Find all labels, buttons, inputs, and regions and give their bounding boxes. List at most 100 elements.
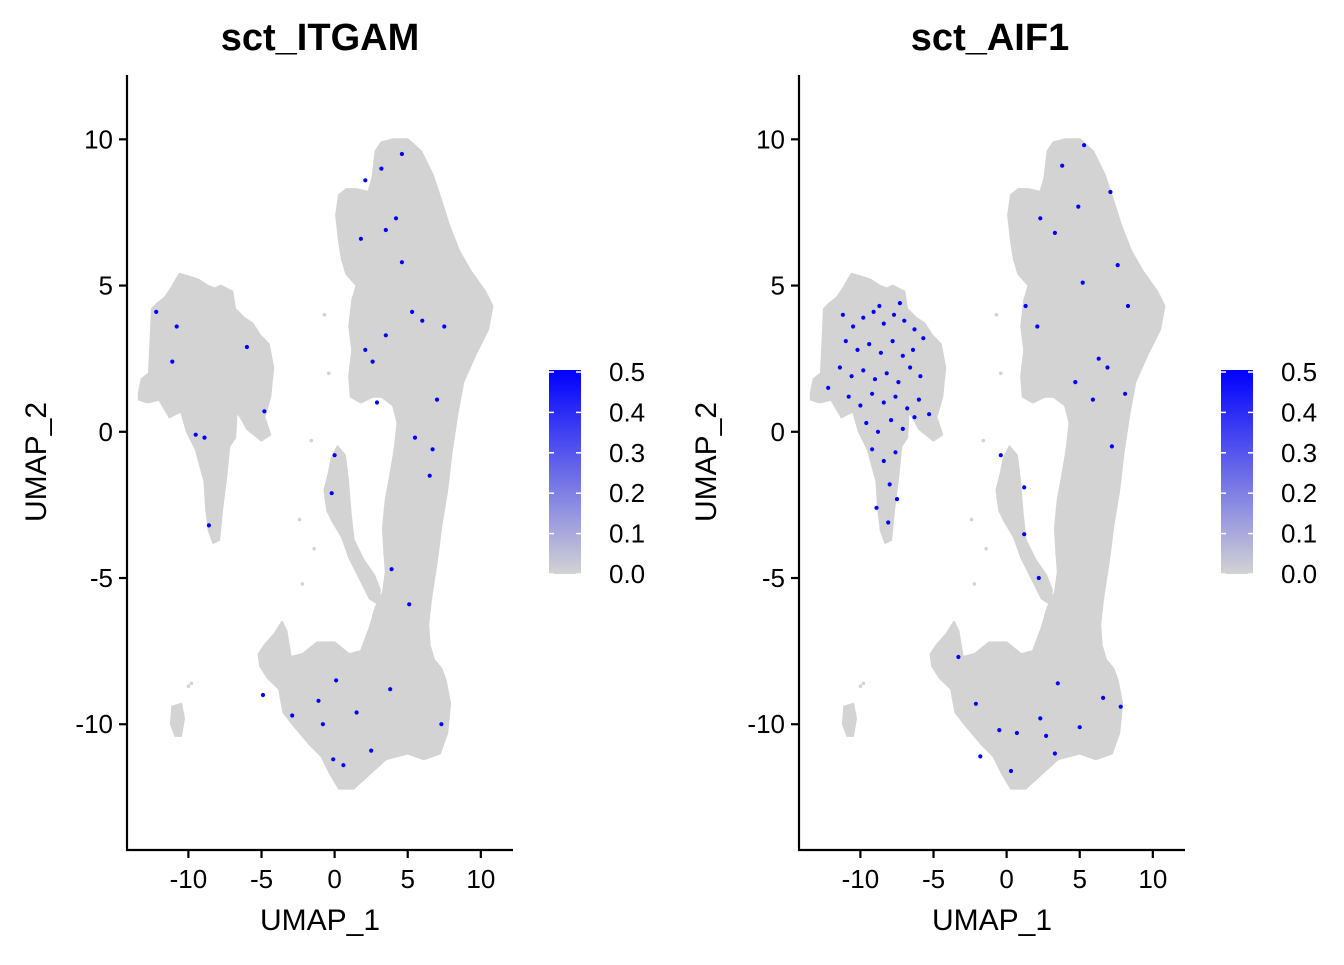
x-axis-label: UMAP_1	[932, 904, 1052, 937]
expressing-cell	[921, 336, 926, 341]
expressing-cell	[849, 374, 854, 379]
expressing-cell	[861, 315, 866, 320]
expressing-cell	[1014, 730, 1020, 736]
expressing-cell	[439, 722, 444, 727]
x-tick-label: 5	[1072, 864, 1086, 894]
legend-tick-label: 0.2	[1281, 478, 1317, 508]
expressing-cell	[316, 698, 321, 703]
stray-cell	[969, 517, 974, 522]
expressing-cell	[1038, 716, 1043, 721]
expressing-cell	[905, 406, 910, 411]
stray-cell	[861, 681, 866, 686]
y-tick-label: 0	[771, 417, 785, 447]
stray-cell	[300, 582, 305, 586]
legend-tick-label: 0.5	[1281, 357, 1317, 387]
expressing-cell	[891, 312, 897, 317]
expressing-cell	[393, 216, 399, 221]
stray-cell	[309, 438, 314, 443]
cluster-right	[257, 138, 494, 790]
y-axis-label: UMAP_2	[20, 402, 53, 522]
expressing-cell	[1022, 485, 1027, 490]
expressing-cell	[206, 523, 211, 528]
x-tick-label: 5	[400, 864, 414, 894]
color-legend: 0.5 0.4 0.3 0.2 0.1 0.0	[1221, 357, 1317, 589]
x-tick-label: -10	[170, 864, 208, 894]
legend-ticks: 0.5 0.4 0.3 0.2 0.1 0.0	[549, 357, 645, 589]
expressing-cell	[1052, 751, 1057, 756]
expressing-cell	[927, 412, 932, 417]
expressing-cell	[1055, 681, 1060, 686]
legend-tick-label: 0.4	[609, 397, 645, 427]
y-tick-label: -10	[75, 709, 113, 739]
expressing-cell	[897, 301, 903, 306]
expressing-cell	[193, 432, 198, 437]
expressing-cell	[1044, 733, 1049, 739]
expressing-cell	[1036, 575, 1041, 581]
expressing-cell	[410, 309, 415, 314]
legend-tick-label: 0.1	[1281, 519, 1317, 549]
expressing-cell	[407, 602, 412, 607]
expressing-cell	[363, 178, 368, 183]
legend-tick-label: 0.0	[609, 559, 645, 589]
legend-color-bar	[549, 370, 581, 574]
x-axis-label: UMAP_1	[260, 904, 380, 937]
expressing-cell	[893, 394, 898, 399]
expressing-cell	[427, 473, 432, 478]
expressing-cell	[878, 350, 884, 355]
expressing-cell	[998, 453, 1003, 458]
stray-cell	[994, 313, 999, 317]
expressing-cell	[388, 687, 393, 692]
y-tick-label: 10	[756, 124, 785, 154]
expressing-cell	[1082, 143, 1087, 148]
expressing-cell	[389, 567, 394, 572]
expressing-cell	[908, 365, 913, 370]
expressing-cell	[858, 403, 863, 408]
expressing-cell	[846, 394, 851, 399]
expressing-cell	[374, 400, 380, 405]
expressing-cell	[870, 391, 875, 396]
legend-ticks: 0.5 0.4 0.3 0.2 0.1 0.0	[1221, 357, 1317, 589]
expressing-cell	[918, 374, 923, 379]
legend-tick-label: 0.3	[609, 438, 645, 468]
expressing-cell	[1096, 356, 1101, 361]
expressing-cell	[881, 321, 886, 326]
expressing-cell	[334, 678, 339, 683]
expressing-cell	[890, 339, 895, 344]
expressing-cell	[871, 309, 876, 314]
expressing-cell	[170, 359, 175, 364]
expressing-cell	[978, 754, 983, 759]
x-ticks: -10 -5 0 5 10	[842, 850, 1167, 894]
expressing-cell	[855, 347, 860, 352]
stray-cell	[984, 546, 988, 551]
legend-tick-label: 0.0	[1281, 559, 1317, 589]
x-tick-label: -10	[842, 864, 880, 894]
expressing-cell	[244, 344, 249, 350]
y-tick-label: 0	[99, 417, 113, 447]
expressing-cell	[881, 400, 886, 405]
legend-tick-label: 0.1	[609, 519, 645, 549]
stray-cell	[972, 582, 977, 586]
y-tick-label: 5	[771, 271, 785, 301]
x-tick-label: -5	[250, 864, 273, 894]
expressing-cell	[354, 710, 359, 715]
stray-cell	[186, 684, 191, 689]
expressing-cell	[870, 447, 875, 452]
expressing-cell	[874, 505, 879, 510]
expressing-cell	[1115, 263, 1120, 268]
cluster-left	[137, 272, 275, 544]
expressing-cell	[894, 497, 900, 502]
expressing-cell	[1076, 204, 1081, 209]
stray-cell	[981, 438, 986, 443]
stray-cell	[326, 371, 331, 376]
expressing-cell	[893, 450, 898, 455]
expressing-cell	[1108, 189, 1113, 195]
expressing-cell	[912, 327, 917, 332]
expressing-cell	[1080, 280, 1085, 285]
expressing-cell	[341, 763, 346, 768]
expressing-cell	[1077, 725, 1082, 730]
expressing-cell	[383, 227, 388, 233]
expressing-cell	[154, 309, 159, 314]
expressing-cell	[872, 377, 878, 382]
expressing-cell	[896, 380, 901, 385]
